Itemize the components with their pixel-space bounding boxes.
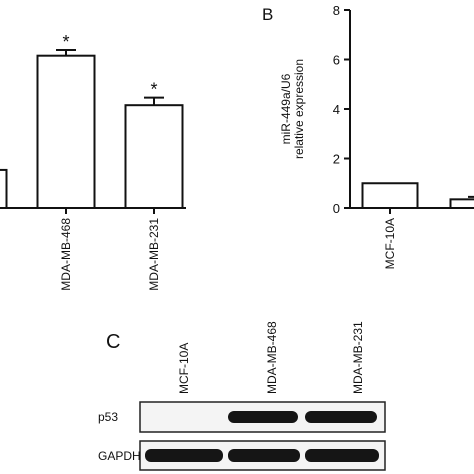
annotation: * [62,32,69,52]
x-tick-label: MDA-MB-231 [147,218,161,291]
y-tick-label: 4 [333,102,340,117]
lane-label: MDA-MB-231 [351,321,365,394]
blot [139,401,386,471]
y-axis-label: miR-449a/U6 [279,73,293,144]
lane-label: MDA-MB-468 [265,321,279,394]
y-tick-label: 0 [333,201,340,216]
annotation: * [150,80,157,100]
y-tick-label: 6 [333,53,340,68]
band [145,449,223,462]
bar [0,168,8,210]
row-label: p53 [98,410,118,424]
row-label: GAPDH [98,449,141,463]
y-tick-label: 8 [333,3,340,18]
y-tick-label: 2 [333,152,340,167]
x-tick-label: MCF-10A [383,218,397,269]
y-axis-label: relative expression [292,59,306,159]
band [228,411,298,423]
x-tick-label: MDA-MB-468 [59,218,73,291]
lane-label: MCF-10A [177,343,191,394]
bar [361,182,419,209]
bar [449,198,474,209]
band [305,411,377,423]
band [228,449,300,462]
bar [124,104,184,209]
band [305,449,379,462]
panel-label: C [106,331,120,353]
bar [36,54,96,209]
panel-label: B [262,5,273,24]
